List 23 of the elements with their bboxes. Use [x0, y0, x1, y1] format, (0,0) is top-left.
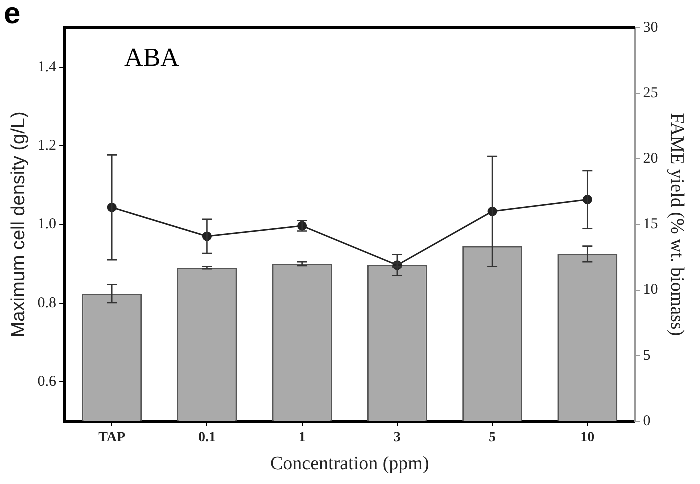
y-tick-label: 0.6 [38, 374, 58, 390]
y2-axis-title: FAME yield (% wt. biomass) [666, 113, 688, 336]
text: e [4, 0, 21, 30]
y-tick-label: 1.4 [38, 59, 58, 76]
x-tick-label: 0.1 [198, 430, 216, 446]
y2-tick-label: 5 [643, 348, 651, 364]
y-axis-title: Maximum cell density (g/L) [8, 112, 30, 338]
y-tick-label: 1.2 [38, 138, 57, 154]
y-tick-label: 0.8 [38, 295, 57, 312]
x-tick-label: 10 [580, 430, 595, 446]
y2-tick-label: 30 [643, 20, 658, 36]
y-tick-label: 1.0 [38, 216, 57, 233]
x-axis-title: Concentration (ppm) [270, 454, 430, 475]
annotation: ABA [124, 42, 180, 72]
x-tick-label: 5 [489, 430, 496, 446]
x-tick-label: TAP [98, 430, 126, 446]
y2-tick-label: 25 [643, 86, 658, 102]
x-tick-label: 3 [394, 430, 401, 446]
y2-tick-label: 0 [643, 413, 651, 430]
y2-tick-label: 15 [643, 216, 658, 233]
y2-tick-label: 20 [643, 151, 658, 168]
x-tick-label: 1 [298, 430, 306, 446]
y2-tick-label: 10 [643, 282, 658, 298]
